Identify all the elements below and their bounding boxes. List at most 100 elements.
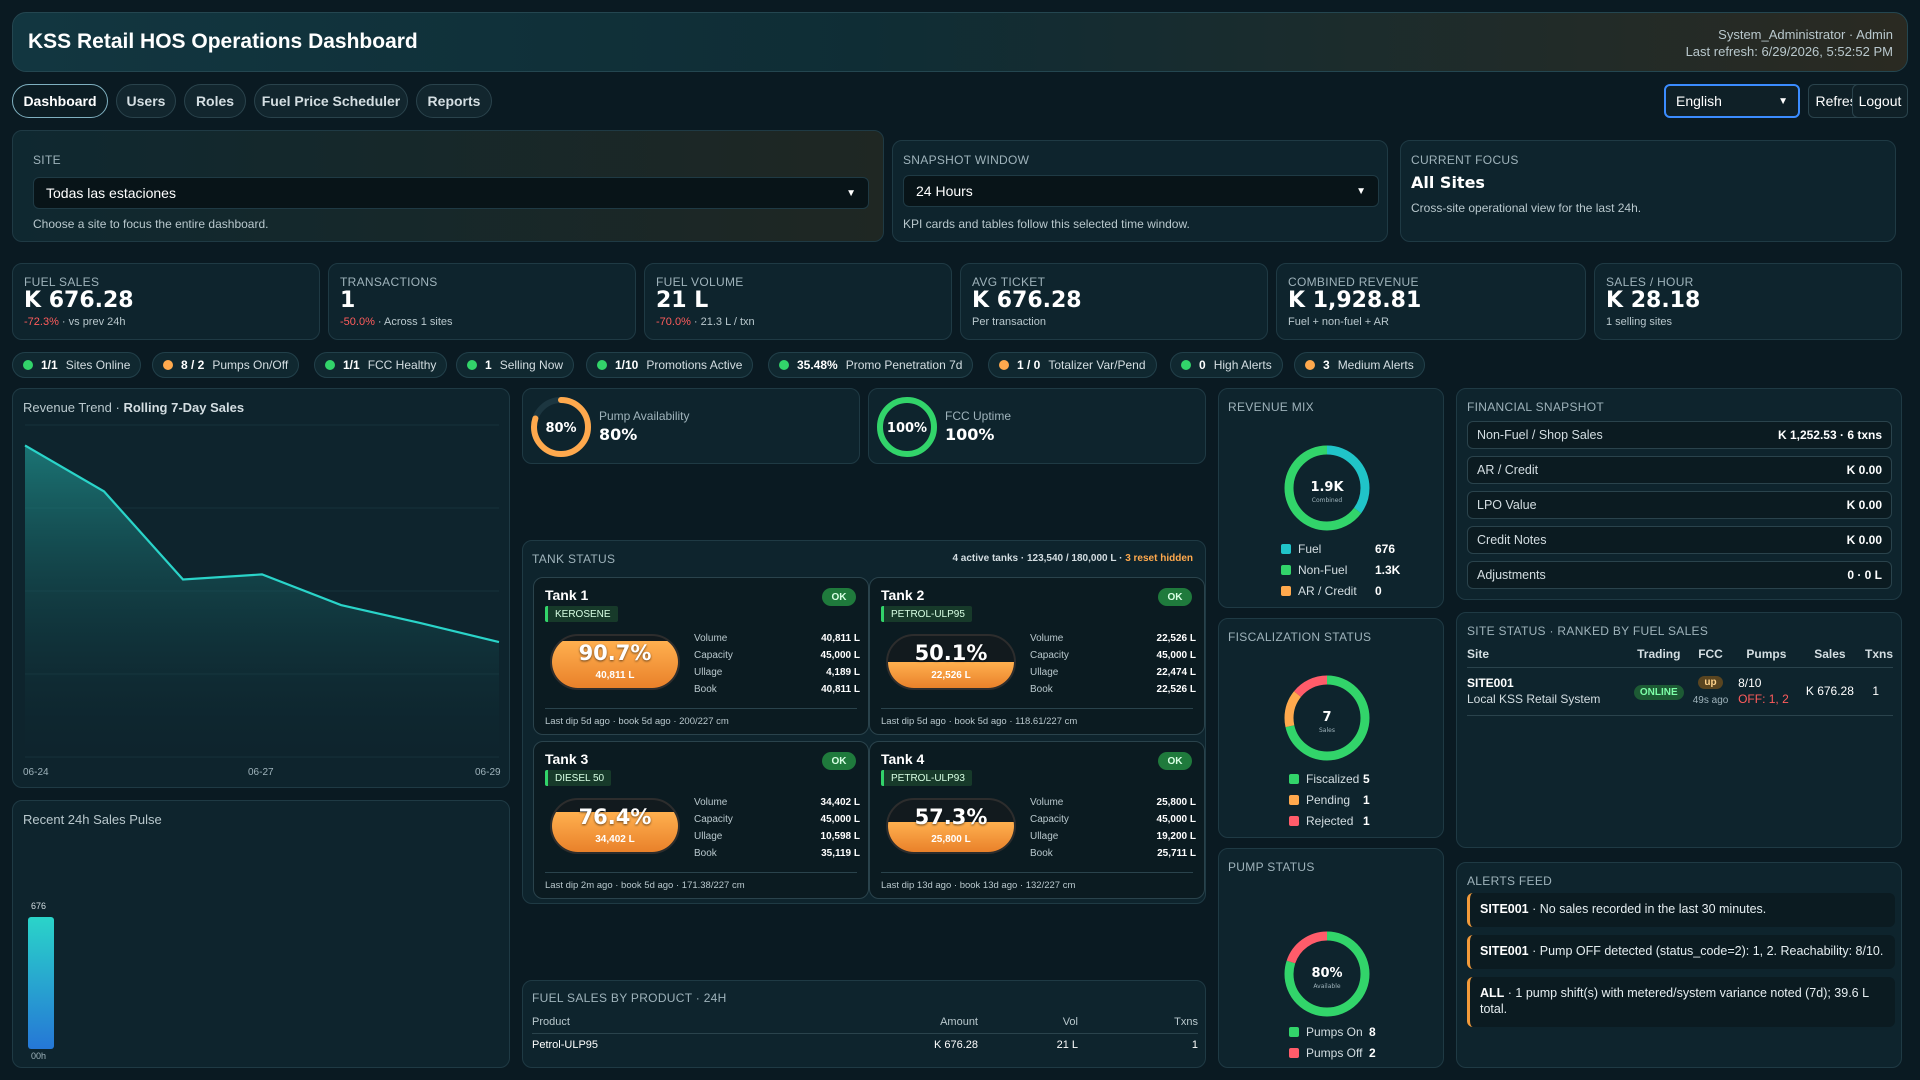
tank-level-gauge: 50.1% 22,526 L	[886, 634, 1016, 690]
fin-value: K 0.00	[1846, 463, 1882, 477]
kpi-sub: Per transaction	[972, 316, 1046, 328]
kpi-value: K 676.28	[972, 288, 1082, 313]
stat-row: Capacity 45,000 L	[1030, 811, 1196, 828]
kpi-sub-text: · vs prev 24h	[58, 316, 126, 328]
legend-label: Pumps Off	[1306, 1046, 1363, 1060]
stat-row: Book 35,119 L	[694, 845, 860, 862]
tank-card[interactable]: Tank 2 OK PETROL-ULP95 50.1% 22,526 L Vo…	[869, 577, 1205, 735]
pump-availability-value: 80%	[599, 425, 638, 444]
tank-level-gauge: 57.3% 25,800 L	[886, 798, 1016, 854]
gauge-center-text: 100%	[887, 421, 927, 436]
stat-label: Book	[694, 684, 717, 695]
pill-label: Promo Penetration 7d	[845, 358, 963, 372]
status-badge: OK	[1158, 752, 1192, 770]
fin-label: Adjustments	[1477, 568, 1546, 582]
pump-availability-card: 80% Pump Availability 80%	[522, 388, 860, 464]
fin-row-ar-credit: AR / Credit K 0.00	[1467, 456, 1892, 484]
kpi-label: COMBINED REVENUE	[1288, 275, 1419, 289]
legend-label: Fiscalized	[1306, 772, 1360, 786]
pill-label: High Alerts	[1213, 358, 1272, 372]
stat-value: 22,474 L	[1156, 667, 1196, 678]
td-trading: ONLINE	[1629, 667, 1689, 715]
td-pumps: 8/10 OFF: 1, 2	[1732, 667, 1801, 715]
legend-swatch	[1281, 586, 1291, 596]
alert-item[interactable]: SITE001 · Pump OFF detected (status_code…	[1467, 935, 1895, 969]
pill-value: 1/1	[41, 358, 58, 372]
legend-swatch	[1281, 544, 1291, 554]
table-row: Petrol-ULP95 K 676.28 21 L 1	[532, 1033, 1198, 1057]
stat-value: 22,526 L	[1156, 633, 1196, 644]
fuel-by-product-table: Product Amount Vol Txns Petrol-ULP95 K 6…	[532, 1011, 1198, 1057]
td-product: Petrol-ULP95	[532, 1039, 599, 1052]
nav-roles[interactable]: Roles	[184, 84, 246, 118]
pill-pumps: 8 / 2 Pumps On/Off	[152, 352, 300, 378]
tank-percent: 76.4%	[578, 805, 652, 829]
tank-hidden-link[interactable]: 3 reset hidden	[1125, 553, 1193, 564]
fin-value: 0 · 0 L	[1847, 568, 1882, 582]
status-badge: OK	[822, 752, 856, 770]
fcc-uptime-value: 100%	[945, 425, 995, 444]
stat-label: Book	[1030, 684, 1053, 695]
logout-button[interactable]: Logout	[1852, 84, 1908, 118]
fin-value: K 0.00	[1846, 533, 1882, 547]
kpi-sub: -50.0% · Across 1 sites	[340, 316, 453, 328]
pill-fcc-healthy: 1/1 FCC Healthy	[314, 352, 448, 378]
tank-name: Tank 3	[545, 751, 589, 767]
kpi-sub: -72.3% · vs prev 24h	[24, 316, 126, 328]
site-status-title: SITE STATUS · RANKED BY FUEL SALES	[1467, 624, 1709, 638]
nav-fuel-price-scheduler[interactable]: Fuel Price Scheduler	[254, 84, 408, 118]
tank-footnote: Last dip 5d ago · book 5d ago · 200/227 …	[545, 716, 729, 727]
stat-label: Volume	[694, 633, 728, 644]
legend-fiscalized: Fiscalized 5	[1289, 772, 1370, 786]
nav-reports[interactable]: Reports	[416, 84, 492, 118]
trend-line	[24, 444, 500, 644]
legend-non-fuel: Non-Fuel 1.3K	[1281, 563, 1400, 577]
kpi-value: K 28.18	[1606, 288, 1701, 313]
stat-row: Volume 34,402 L	[694, 794, 860, 811]
nav-users[interactable]: Users	[116, 84, 176, 118]
site-name: Local KSS Retail System	[1467, 692, 1601, 706]
site-select[interactable]: Todas las estaciones ▼	[33, 177, 869, 209]
table-row[interactable]: SITE001 Local KSS Retail System ONLINE up…	[1467, 667, 1893, 715]
legend-label: Pending	[1306, 793, 1351, 807]
table-header-row: Site Trading FCC Pumps Sales Txns	[1467, 641, 1893, 667]
fcc-uptime-label: FCC Uptime	[945, 409, 1012, 423]
tank-card[interactable]: Tank 4 OK PETROL-ULP93 57.3% 25,800 L Vo…	[869, 741, 1205, 899]
user-name: System_Administrator · Admin	[1718, 27, 1893, 42]
product-tag: PETROL-ULP95	[881, 606, 972, 622]
alert-item[interactable]: SITE001 · No sales recorded in the last …	[1467, 893, 1895, 927]
financial-title: FINANCIAL SNAPSHOT	[1467, 400, 1604, 414]
pill-label: FCC Healthy	[367, 358, 437, 372]
tank-card[interactable]: Tank 1 OK KEROSENE 90.7% 40,811 L Volume…	[533, 577, 869, 735]
kpi-delta: -70.0%	[656, 316, 691, 328]
stat-label: Book	[1030, 848, 1053, 859]
legend-swatch	[1289, 1027, 1299, 1037]
language-select[interactable]: English ▼	[1664, 84, 1800, 118]
alert-text: · Pump OFF detected (status_code=2): 1, …	[1528, 944, 1884, 958]
window-select[interactable]: 24 Hours ▼	[903, 175, 1379, 207]
legend-swatch	[1289, 1048, 1299, 1058]
pill-totalizer: 1 / 0 Totalizer Var/Pend	[988, 352, 1157, 378]
tank-level-gauge: 90.7% 40,811 L	[550, 634, 680, 690]
stat-value: 45,000 L	[1156, 650, 1196, 661]
revenue-mix-title: REVENUE MIX	[1228, 400, 1314, 414]
site-label: SITE	[33, 153, 61, 167]
donut-center-sub: Combined	[1312, 497, 1343, 504]
pill-high-alerts: 0 High Alerts	[1170, 352, 1283, 378]
stat-value: 4,189 L	[826, 667, 860, 678]
revenue-mix-panel: REVENUE MIX 1.9K Combined Fuel 676 Non-Fue…	[1218, 388, 1444, 608]
pump-availability-label: Pump Availability	[599, 409, 690, 423]
tank-card[interactable]: Tank 3 OK DIESEL 50 76.4% 34,402 L Volum…	[533, 741, 869, 899]
pill-promotions: 1/10 Promotions Active	[586, 352, 754, 378]
sales-pulse-title: Recent 24h Sales Pulse	[23, 812, 162, 827]
nav-dashboard[interactable]: Dashboard	[12, 84, 108, 118]
donut-slice-non-fuel	[1284, 445, 1370, 531]
fin-row-adjustments: Adjustments 0 · 0 L	[1467, 561, 1892, 589]
stat-row: Volume 40,811 L	[694, 630, 860, 647]
revenue-trend-title-b: Rolling 7-Day Sales	[123, 400, 245, 415]
pump-status-panel: PUMP STATUS 80% Available Pumps On 8 Pumps…	[1218, 848, 1444, 1068]
alert-item[interactable]: ALL · 1 pump shift(s) with metered/syste…	[1467, 977, 1895, 1027]
alerts-title: ALERTS FEED	[1467, 874, 1553, 888]
kpi-card-avg-ticket: AVG TICKET K 676.28 Per transaction	[960, 263, 1268, 340]
window-help: KPI cards and tables follow this selecte…	[903, 217, 1190, 231]
